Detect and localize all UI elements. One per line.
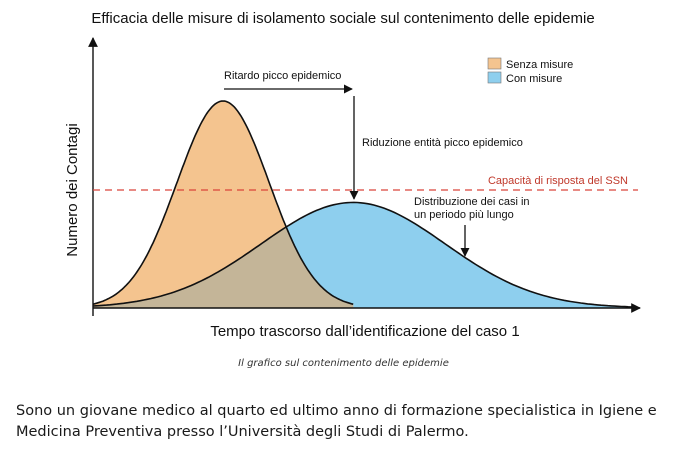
figure-caption: Il grafico sul contenimento delle epidem… xyxy=(238,358,449,369)
annotation-distribution-line1: Distribuzione dei casi in xyxy=(414,196,530,208)
epidemic-curve-chart: Efficacia delle misure di isolamento soc… xyxy=(64,10,641,340)
line-senza-misure xyxy=(92,100,354,305)
annotation-reduction: Riduzione entità picco epidemico xyxy=(362,137,523,149)
legend: Senza misure Con misure xyxy=(487,57,573,85)
legend-swatch-con-misure xyxy=(487,71,502,84)
x-axis-title: Tempo trascorso dall’identificazione del… xyxy=(210,323,519,340)
legend-label-con-misure: Con misure xyxy=(506,73,562,85)
area-overlap xyxy=(93,227,354,308)
legend-swatch-senza-misure xyxy=(487,57,502,70)
epidemic-curve-figure: Efficacia delle misure di isolamento soc… xyxy=(64,10,641,340)
line-con-misure xyxy=(92,201,636,308)
threshold-label: Capacità di risposta del SSN xyxy=(488,175,628,187)
annotation-distribution-line2: un periodo più lungo xyxy=(414,209,514,221)
y-axis-title: Numero dei Contagi xyxy=(64,123,81,256)
article-paragraph: Sono un giovane medico al quarto ed ulti… xyxy=(16,403,657,440)
legend-label-senza-misure: Senza misure xyxy=(506,59,573,71)
annotation-delay: Ritardo picco epidemico xyxy=(224,70,341,82)
chart-title: Efficacia delle misure di isolamento soc… xyxy=(91,10,594,27)
